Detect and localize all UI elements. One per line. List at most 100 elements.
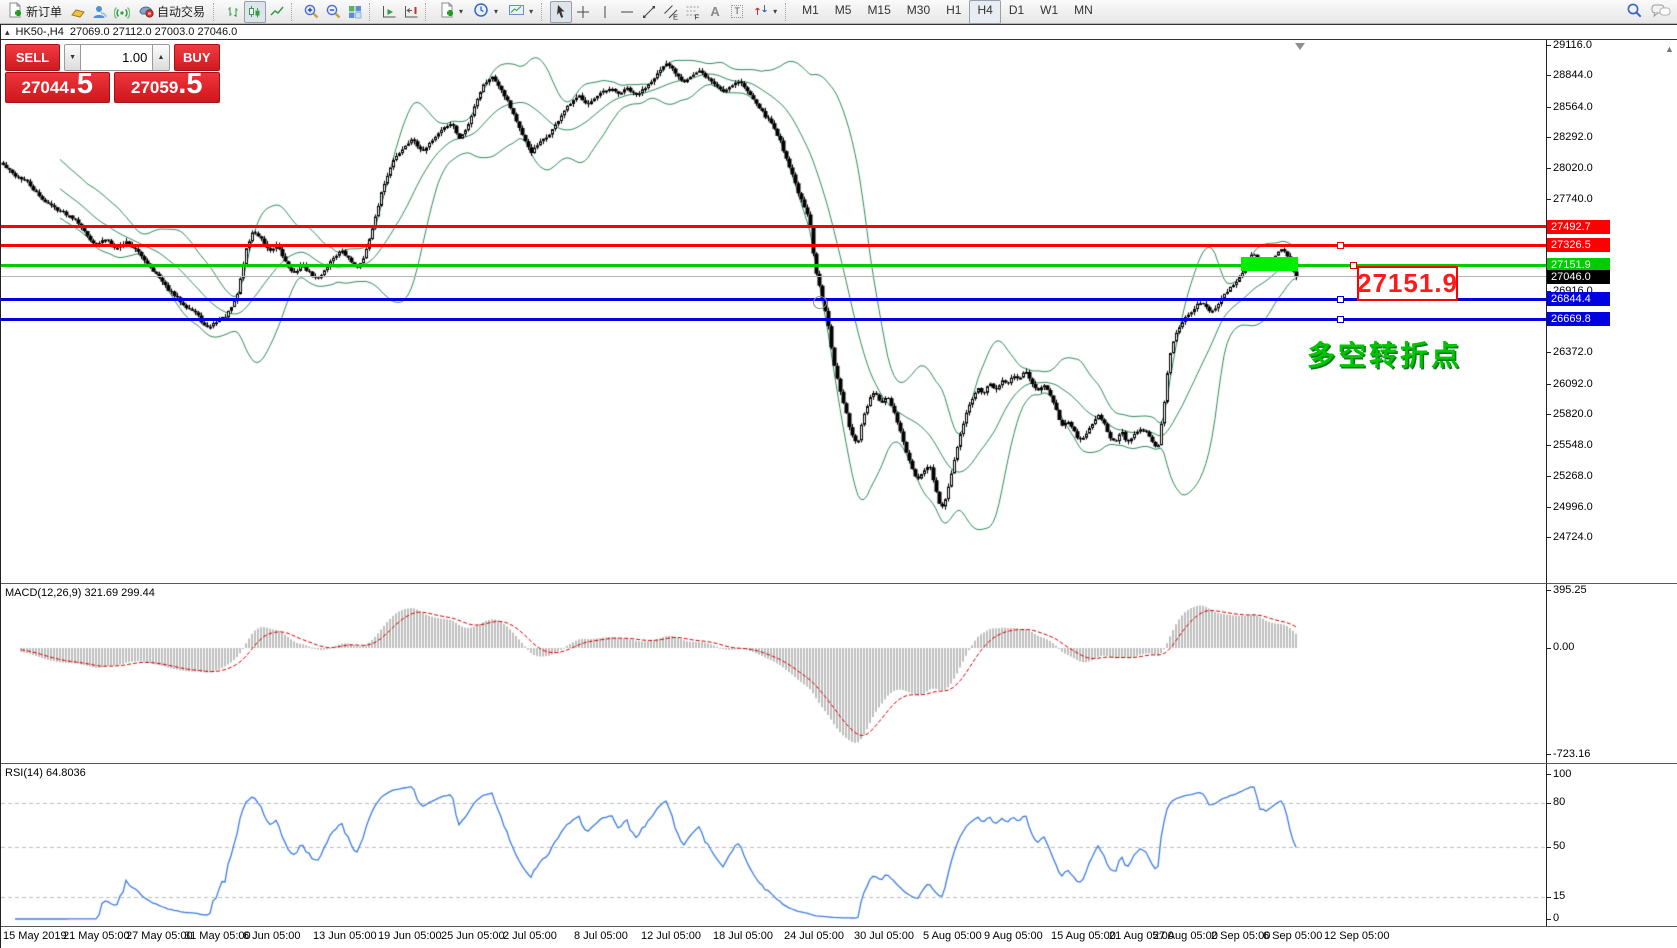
collapse-icon[interactable]: ▴ — [5, 26, 10, 37]
fibonacci-tool-button[interactable]: F — [682, 1, 704, 23]
crosshair-tool-button[interactable] — [572, 1, 594, 23]
rsi-axis-label: 15 — [1553, 890, 1566, 902]
hline-27046.0[interactable] — [1, 276, 1546, 277]
chevron-down-icon: ▾ — [529, 7, 534, 16]
chart-symbol: HK50-,H4 — [15, 26, 64, 38]
volume-input[interactable]: 1.00 — [81, 44, 153, 71]
hline-27326.5[interactable] — [1, 244, 1546, 247]
time-axis-label: 30 Jul 05:00 — [854, 930, 914, 942]
community-button[interactable] — [89, 1, 111, 23]
timeframe-button-h4[interactable]: H4 — [969, 0, 1001, 24]
hline-26669.8[interactable] — [1, 318, 1546, 321]
price-tick-label: 25548.0 — [1553, 439, 1593, 451]
buy-button[interactable]: BUY — [173, 44, 221, 71]
trendline-tool-button[interactable] — [638, 1, 660, 23]
zoom-out-button[interactable] — [322, 1, 344, 23]
zoom-in-icon — [303, 3, 320, 20]
time-axis-label: 13 Jun 05:00 — [313, 930, 377, 942]
timeframe-button-w1[interactable]: W1 — [1040, 2, 1059, 17]
chart-shift-button[interactable] — [400, 1, 422, 23]
line-handle[interactable] — [1337, 296, 1344, 303]
volume-decrease-button[interactable]: ▼ — [64, 44, 82, 71]
arrows-tool-dropdown[interactable]: ▾ — [748, 0, 782, 24]
price-callout-label[interactable]: 27151.9 — [1357, 266, 1458, 301]
bar-chart-button[interactable] — [222, 1, 244, 23]
price-axis-line — [1546, 40, 1547, 926]
templates-dropdown[interactable]: ▾ — [503, 0, 538, 24]
text-label-icon: T — [731, 5, 743, 18]
zoom-out-icon — [325, 3, 342, 20]
fibonacci-icon: F — [685, 4, 701, 20]
macd-axis-label: 0.00 — [1553, 641, 1575, 653]
timeframe-button-mn[interactable]: MN — [1074, 2, 1093, 17]
highlight-zone[interactable] — [1241, 257, 1298, 271]
line-chart-button[interactable] — [266, 1, 288, 23]
buy-price-display[interactable]: 27059.5 — [113, 70, 220, 103]
cursor-tool-button[interactable] — [550, 0, 573, 23]
zoom-in-button[interactable] — [300, 1, 322, 23]
vertical-line-tool-button[interactable] — [594, 1, 616, 23]
toolbar-separator — [541, 2, 547, 21]
ellipse-marker[interactable] — [813, 296, 827, 309]
autotrading-button[interactable]: 自动交易 — [133, 0, 210, 24]
line-handle[interactable] — [1337, 316, 1344, 323]
timeframe-button-m5[interactable]: M5 — [834, 2, 852, 17]
timeframe-button-m1[interactable]: M1 — [802, 2, 819, 17]
auto-scroll-button[interactable] — [378, 1, 400, 23]
text-label-tool-button[interactable]: T — [726, 1, 748, 23]
text-icon: A — [710, 4, 720, 19]
text-tool-button[interactable]: A — [704, 1, 726, 23]
volume-increase-button[interactable]: ▲ — [152, 44, 170, 71]
timeframe-button-m15[interactable]: M15 — [867, 2, 891, 17]
candlestick-chart-button[interactable] — [244, 0, 267, 23]
line-handle[interactable] — [1337, 242, 1344, 249]
scroll-up-icon[interactable]: ▲ — [1665, 44, 1674, 54]
time-axis[interactable]: 15 May 2019 21 May 05:00 27 May 05:00 31 Ma… — [1, 927, 1677, 948]
price-tick-mark — [1546, 45, 1551, 46]
time-axis-label: 2 Jul 05:00 — [503, 930, 557, 942]
channel-icon: E — [663, 4, 679, 20]
macd-rsi-separator[interactable] — [1, 763, 1677, 764]
signals-button[interactable] — [111, 1, 133, 23]
price-tick-mark — [1546, 384, 1551, 385]
macd-indicator-label: MACD(12,26,9) 321.69 299.44 — [5, 587, 155, 599]
price-tick-mark — [1546, 75, 1551, 76]
gold-icon — [70, 4, 86, 20]
time-axis-label: 8 Jul 05:00 — [574, 930, 628, 942]
sell-price-display[interactable]: 27044.5 — [5, 70, 110, 103]
market-button[interactable] — [67, 1, 89, 23]
main-macd-separator[interactable] — [1, 583, 1677, 584]
chart-body: 29116.0 28844.0 28564.0 28292.0 28020.0 27740… — [1, 39, 1677, 948]
toolbar-separator — [213, 2, 219, 21]
chinese-annotation[interactable]: 多空转折点 — [1307, 340, 1463, 371]
channel-tool-button[interactable]: E — [660, 1, 682, 23]
price-tick-label: 28020.0 — [1553, 162, 1593, 174]
horizontal-line-tool-button[interactable] — [616, 1, 638, 23]
price-badge-27046.0: 27046.0 — [1547, 270, 1610, 284]
sell-button[interactable]: SELL — [5, 44, 60, 71]
search-icon[interactable] — [1626, 2, 1643, 24]
periods-dropdown[interactable]: ▾ — [468, 0, 503, 24]
new-order-button[interactable]: 新订单 — [2, 0, 67, 24]
new-chart-dropdown[interactable]: ▾ — [434, 0, 468, 24]
chart-canvas[interactable] — [1, 40, 1546, 948]
price-tick-label: 25268.0 — [1553, 470, 1593, 482]
vertical-line-icon — [597, 4, 613, 20]
macd-tick-mark — [1546, 590, 1551, 591]
timeframe-button-h1[interactable]: H1 — [946, 2, 962, 17]
hline-26844.4[interactable] — [1, 298, 1546, 301]
hline-27151.9[interactable] — [1, 264, 1546, 267]
hline-27492.7[interactable] — [1, 225, 1546, 228]
time-axis-label: 6 Sep 05:00 — [1263, 930, 1323, 942]
tile-windows-button[interactable] — [344, 1, 366, 23]
timeframe-button-m30[interactable]: M30 — [906, 2, 931, 17]
price-tick-mark — [1546, 168, 1551, 169]
chart-shift-marker[interactable] — [1295, 43, 1305, 50]
macd-axis-label: 395.25 — [1553, 584, 1587, 596]
chat-icon[interactable] — [1651, 3, 1671, 24]
chevron-down-icon: ▾ — [773, 7, 778, 16]
time-axis-label: 2 Sep 05:00 — [1211, 930, 1271, 942]
timeframe-button-d1[interactable]: D1 — [1008, 2, 1025, 17]
rsi-tick-mark — [1546, 803, 1551, 804]
callout-anchor-handle[interactable] — [1350, 262, 1357, 269]
